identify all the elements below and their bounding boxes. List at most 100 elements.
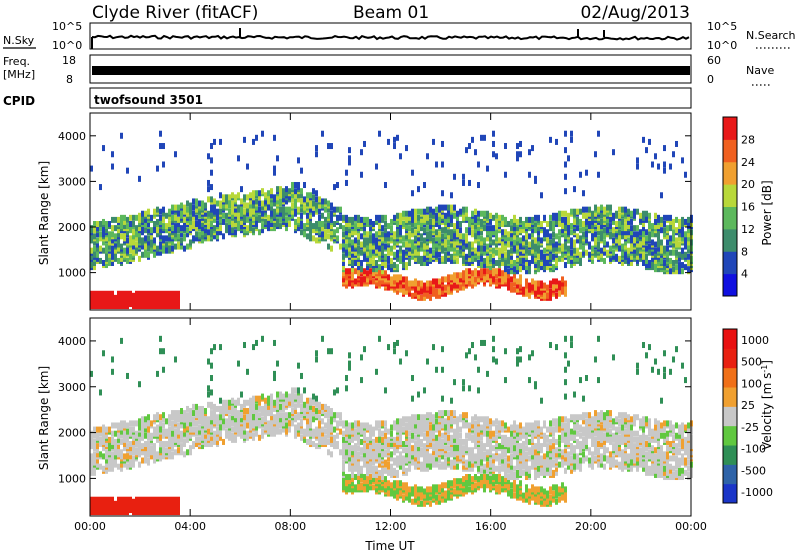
power-cell (654, 231, 657, 238)
power-cell (501, 229, 504, 236)
power-cell (123, 231, 126, 238)
power-cell (321, 225, 324, 232)
velocity-cell (105, 432, 108, 439)
power-cell (624, 216, 627, 223)
power-cell (681, 216, 684, 223)
power-cell (297, 225, 300, 232)
velocity-cell (363, 451, 366, 458)
power-cell (615, 231, 618, 238)
power-cell (276, 206, 279, 213)
velocity-cell (162, 453, 165, 460)
power-cell (651, 231, 654, 238)
velocity-cell (219, 422, 222, 429)
velocity-cell (339, 412, 342, 419)
power-cell (408, 284, 411, 291)
power-cell (447, 208, 450, 215)
power-cell (462, 233, 465, 240)
power-cell (129, 247, 132, 254)
velocity-cell (132, 455, 135, 462)
power-cell (648, 218, 651, 225)
power-cell (555, 245, 558, 252)
power-cell (273, 169, 276, 176)
velocity-cell (147, 449, 150, 456)
velocity-cell (162, 449, 165, 456)
velocity-cell (141, 457, 144, 464)
power-cell (327, 233, 330, 240)
power-cell (324, 198, 327, 205)
power-cell (375, 231, 378, 238)
power-cell (372, 237, 375, 244)
velocity-cell (300, 428, 303, 435)
velocity-cell (243, 414, 246, 421)
power-cell (576, 225, 579, 232)
power-cell (201, 237, 204, 244)
power-cell (99, 235, 102, 242)
power-cell (312, 210, 315, 217)
velocity-cell (135, 420, 138, 427)
power-cell (195, 221, 198, 228)
velocity-cell (180, 443, 183, 450)
power-cell (384, 276, 387, 283)
power-cell (351, 216, 354, 223)
velocity-cell (249, 424, 252, 431)
power-cell (678, 262, 681, 269)
power-cell (225, 202, 228, 209)
power-cell (168, 231, 171, 238)
power-cell (507, 268, 510, 275)
velocity-cell (369, 467, 372, 474)
power-cell (606, 221, 609, 228)
power-cell (525, 264, 528, 271)
velocity-cell (186, 412, 189, 419)
power-cell (546, 221, 549, 228)
power-cell (297, 192, 300, 199)
power-cell (150, 290, 153, 297)
power-cell (132, 221, 135, 228)
power-cell (387, 264, 390, 271)
power-cell (408, 210, 411, 217)
velocity-cell (186, 449, 189, 456)
velocity-cell (360, 482, 363, 489)
power-cell (126, 237, 129, 244)
power-cell (555, 138, 558, 145)
velocity-cell (276, 403, 279, 410)
velocity-cell (369, 461, 372, 468)
velocity-cell (153, 455, 156, 462)
power-cell (375, 214, 378, 221)
velocity-cell (105, 441, 108, 448)
power-cell (471, 255, 474, 262)
velocity-cell (201, 405, 204, 412)
power-cell (444, 245, 447, 252)
power-cell (615, 210, 618, 217)
power-cell (372, 233, 375, 240)
power-cell (648, 231, 651, 238)
power-cell (117, 241, 120, 248)
power-cell (303, 231, 306, 238)
power-cell (558, 214, 561, 221)
power-cell (510, 286, 513, 293)
power-cell (423, 255, 426, 262)
power-cell (543, 253, 546, 260)
power-cell (111, 225, 114, 232)
power-cell (210, 204, 213, 211)
power-cell (270, 192, 273, 199)
power-cell (633, 225, 636, 232)
power-cell (96, 251, 99, 258)
velocity-cell (348, 364, 351, 371)
power-cell (162, 143, 165, 150)
power-cell (228, 225, 231, 232)
power-cell (501, 255, 504, 262)
power-cell (483, 237, 486, 244)
velocity-cell (126, 422, 129, 429)
power-cell (486, 225, 489, 232)
velocity-cell (309, 430, 312, 437)
power-cell (468, 268, 471, 275)
velocity-cell (111, 436, 114, 443)
power-cell (207, 216, 210, 223)
power-cell (174, 151, 177, 158)
velocity-cell (210, 401, 213, 408)
power-cell (519, 216, 522, 223)
power-cell (321, 198, 324, 205)
power-cell (240, 210, 243, 217)
power-cell (630, 241, 633, 248)
power-cell (528, 216, 531, 223)
